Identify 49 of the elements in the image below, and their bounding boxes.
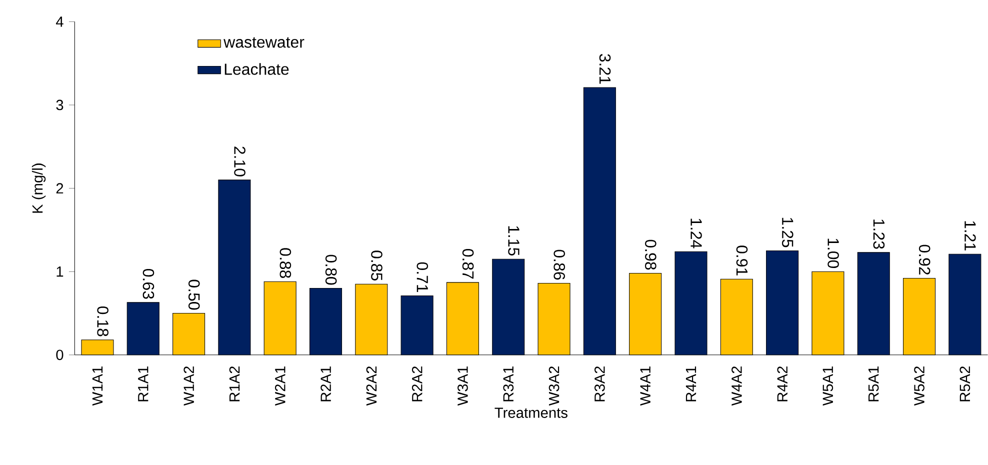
x-tick-label: W1A2 — [184, 366, 194, 406]
data-label: 0.87 — [462, 249, 474, 279]
x-tick-label: R4A2 — [777, 366, 788, 402]
data-label: 0.92 — [918, 244, 930, 275]
data-label: 0.71 — [416, 262, 428, 292]
data-label: 0.18 — [97, 306, 108, 336]
data-label: 0.91 — [736, 246, 748, 276]
x-tick-label: W1A1 — [92, 366, 103, 406]
x-tick-label: R3A1 — [503, 366, 514, 402]
y-tick-label: 0 — [56, 350, 64, 360]
x-tick-label: W4A2 — [732, 366, 742, 406]
x-tick-label: R1A2 — [229, 366, 240, 402]
x-tick-label: R5A1 — [868, 366, 879, 402]
y-tick-label: 1 — [56, 266, 64, 277]
x-tick-label: W2A2 — [366, 366, 377, 406]
data-label: 1.21 — [964, 221, 976, 250]
y-tick-label: 2 — [56, 183, 64, 194]
legend-label: Leachate — [224, 63, 289, 75]
data-label: 1.24 — [690, 218, 702, 248]
x-tick-label: R1A1 — [138, 366, 148, 402]
data-label: 3.21 — [599, 54, 611, 84]
data-label: 1.25 — [782, 218, 794, 248]
data-label: 1.15 — [508, 226, 520, 256]
y-axis-title: K (mg/l) — [32, 164, 46, 213]
data-label: 0.98 — [645, 240, 656, 270]
data-label: 0.50 — [188, 280, 200, 310]
data-label: 0.88 — [280, 248, 292, 278]
x-tick-label: R2A1 — [320, 366, 331, 402]
y-tick-label: 4 — [56, 16, 64, 27]
x-tick-label: W4A1 — [640, 366, 650, 406]
data-label: 1.23 — [873, 220, 885, 249]
data-label: 0.86 — [554, 250, 566, 280]
x-tick-label: W3A1 — [458, 366, 468, 406]
x-tick-label: R5A2 — [960, 366, 970, 402]
data-label: 0.85 — [371, 250, 382, 281]
x-tick-label: W5A1 — [822, 366, 834, 406]
y-tick-label: 3 — [56, 100, 64, 110]
x-tick-label: R3A2 — [594, 366, 605, 402]
data-label: 0.80 — [325, 254, 337, 285]
x-axis-title: Treatments — [494, 408, 568, 418]
data-label: 0.63 — [142, 269, 154, 299]
data-label: 2.10 — [234, 146, 246, 176]
x-tick-label: W2A1 — [274, 366, 286, 406]
x-tick-label: R2A2 — [412, 366, 422, 402]
x-tick-label: W5A2 — [914, 366, 924, 406]
legend-label: wastewater — [224, 37, 304, 48]
x-tick-label: W3A2 — [548, 366, 560, 406]
x-tick-label: R4A1 — [686, 366, 696, 402]
data-label: 1.00 — [828, 238, 839, 268]
